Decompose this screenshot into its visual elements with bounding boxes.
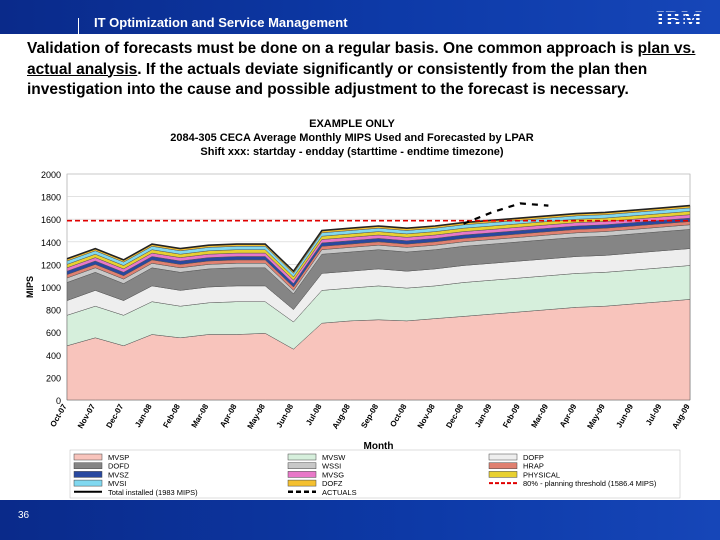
y-tick-label: 1800 [41, 193, 61, 203]
legend-label: ACTUALS [322, 488, 357, 497]
y-tick-label: 2000 [41, 170, 61, 180]
legend-label: DOFP [523, 453, 544, 462]
legend-swatch [488, 453, 518, 461]
legend-swatch [287, 479, 317, 487]
ibm-logo: IBM [656, 6, 703, 31]
legend-swatch [73, 462, 103, 469]
legend-swatch [488, 462, 518, 469]
page-number: 36 [18, 510, 30, 521]
y-tick-label: 1000 [41, 283, 61, 293]
legend-label: WSSI [322, 462, 341, 471]
legend-label: MVSI [108, 479, 126, 488]
chart-title-line: EXAMPLE ONLY [309, 118, 395, 130]
legend-swatch [287, 453, 317, 461]
y-tick-label: 400 [46, 351, 61, 361]
x-axis-label: Month [364, 441, 394, 452]
y-tick-label: 800 [46, 306, 61, 316]
chart-title-line: Shift xxx: startday - endday (starttime … [200, 146, 504, 158]
legend-swatch [73, 479, 103, 487]
legend-label: MVSW [322, 453, 346, 462]
legend-label: PHYSICAL [523, 470, 560, 479]
footer-bar [0, 500, 720, 540]
legend-label: 80% - planning threshold (1586.4 MIPS) [523, 479, 657, 488]
legend-label: MVSG [322, 470, 344, 479]
y-tick-label: 0 [56, 396, 61, 406]
legend-box [69, 449, 681, 499]
plan-vs-actual-link[interactable]: plan vs. actual analysis [27, 40, 696, 78]
y-axis-label: MIPS [25, 276, 35, 298]
legend-swatch [287, 462, 317, 469]
legend-swatch [488, 471, 518, 478]
y-tick-label: 1200 [41, 260, 61, 270]
mips-chart: EXAMPLE ONLY 2084-305 CECA Average Monthl… [22, 118, 704, 502]
chart-title-line: 2084-305 CECA Average Monthly MIPS Used … [170, 132, 534, 144]
legend-swatch [73, 471, 103, 478]
y-tick-label: 1600 [41, 215, 61, 225]
legend-label: DOFZ [322, 479, 343, 488]
legend-swatch [287, 471, 317, 478]
y-tick-label: 600 [46, 328, 61, 338]
y-tick-label: 1400 [41, 238, 61, 248]
legend-label: MVSZ [108, 470, 129, 479]
actuals-line [463, 202, 549, 225]
y-tick-label: 200 [46, 373, 61, 383]
chart-container: EXAMPLE ONLY 2084-305 CECA Average Monthl… [22, 116, 704, 502]
header-divider [78, 18, 79, 34]
intro-text-1: Validation of forecasts must be done on … [27, 40, 638, 57]
header-bar: IT Optimization and Service Management I… [0, 0, 720, 34]
legend-label: Total installed (1983 MIPS) [108, 488, 198, 497]
legend-label: MVSP [108, 453, 129, 462]
header-title: IT Optimization and Service Management [94, 15, 348, 30]
legend-label: HRAP [523, 462, 544, 471]
intro-paragraph: Validation of forecasts must be done on … [27, 39, 707, 101]
legend-swatch [73, 453, 103, 461]
stack-top-line [66, 204, 691, 273]
intro-text-2: . If the actuals deviate significantly o… [27, 60, 648, 99]
legend-label: DOFD [108, 462, 130, 471]
